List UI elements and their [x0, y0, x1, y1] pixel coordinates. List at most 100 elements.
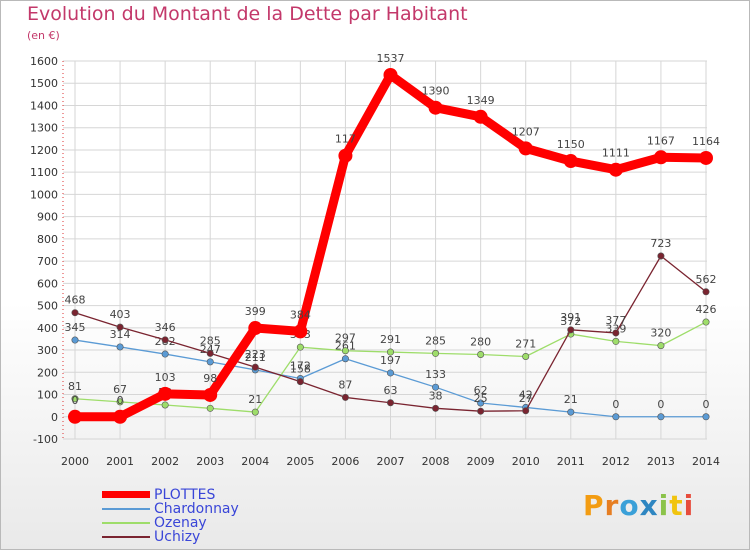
data-point-chardonnay: [386, 369, 394, 377]
data-point-ozenay: [116, 398, 124, 406]
y-tick-label: 100: [37, 389, 58, 402]
y-tick-label: 300: [37, 344, 58, 357]
data-point-uchizy: [296, 378, 304, 386]
data-point-uchizy: [612, 329, 620, 337]
data-label-uchizy: 391: [560, 311, 581, 324]
x-tick-label: 2013: [647, 455, 675, 468]
data-label-plottes: 384: [290, 308, 311, 321]
legend-swatch-ozenay: [102, 521, 150, 524]
data-point-chardonnay: [567, 408, 575, 416]
y-tick-label: 1000: [30, 188, 58, 201]
data-label-uchizy: 63: [384, 384, 398, 397]
data-point-ozenay: [612, 337, 620, 345]
data-point-plottes: [518, 141, 533, 156]
data-label-uchizy: 377: [605, 314, 626, 327]
data-label-uchizy: 562: [696, 273, 717, 286]
data-point-chardonnay: [341, 355, 349, 363]
x-tick-label: 2014: [692, 455, 720, 468]
data-label-ozenay: 426: [696, 303, 717, 316]
x-tick-label: 2011: [557, 455, 585, 468]
y-tick-label: 400: [37, 322, 58, 335]
data-point-uchizy: [206, 349, 214, 357]
data-point-ozenay: [432, 349, 440, 357]
x-tick-label: 2007: [377, 455, 405, 468]
data-label-uchizy: 468: [65, 294, 86, 307]
data-label-chardonnay: 172: [290, 360, 311, 373]
y-tick-label: 1600: [30, 55, 58, 68]
data-label-ozenay: 297: [335, 332, 356, 345]
data-point-plottes: [293, 324, 308, 339]
data-point-ozenay: [161, 401, 169, 409]
y-tick-label: 900: [37, 211, 58, 224]
y-tick-label: 0: [51, 411, 58, 424]
data-label-chardonnay: 0: [657, 398, 664, 411]
data-label-chardonnay: 62: [474, 384, 488, 397]
data-point-ozenay: [386, 348, 394, 356]
x-tick-label: 2002: [151, 455, 179, 468]
data-label-chardonnay: 133: [425, 368, 446, 381]
data-point-uchizy: [567, 326, 575, 334]
unit-label: (en €): [27, 29, 60, 42]
data-label-chardonnay: 0: [612, 398, 619, 411]
data-label-uchizy: 25: [474, 392, 488, 405]
data-label-chardonnay: 261: [335, 340, 356, 353]
y-tick-label: 1500: [30, 77, 58, 90]
y-tick-label: 1400: [30, 99, 58, 112]
data-label-chardonnay: 0: [703, 398, 710, 411]
legend-label-chardonnay: Chardonnay: [154, 500, 239, 517]
x-tick-label: 2001: [106, 455, 134, 468]
data-point-plottes: [68, 409, 82, 424]
data-point-plottes: [158, 386, 173, 401]
y-tick-label: 800: [37, 233, 58, 246]
data-label-chardonnay: 211: [245, 351, 266, 364]
data-point-plottes: [113, 409, 128, 424]
y-tick-label: 500: [37, 300, 58, 313]
data-label-ozenay: 372: [560, 315, 581, 328]
y-tick-label: 700: [37, 255, 58, 268]
data-point-plottes: [473, 109, 488, 124]
legend-swatch-plottes: [102, 491, 150, 498]
data-point-plottes: [248, 321, 263, 336]
data-point-plottes: [563, 154, 578, 169]
legend-item-chardonnay: Chardonnay: [102, 500, 239, 517]
chart-title: Evolution du Montant de la Dette par Hab…: [27, 3, 468, 25]
data-label-uchizy: 346: [155, 321, 176, 334]
data-label-chardonnay: 345: [65, 321, 86, 334]
data-point-plottes: [338, 148, 353, 163]
data-label-uchizy: 38: [429, 389, 443, 402]
data-point-uchizy: [477, 407, 485, 415]
data-point-uchizy: [71, 309, 79, 317]
x-tick-label: 2008: [422, 455, 450, 468]
x-tick-label: 2003: [196, 455, 224, 468]
x-tick-label: 2004: [241, 455, 269, 468]
data-label-plottes: 1349: [467, 94, 495, 107]
legend-label-uchizy: Uchizy: [154, 528, 201, 545]
data-label-ozenay: 280: [470, 336, 491, 349]
data-point-ozenay: [206, 404, 214, 412]
data-label-chardonnay: 314: [110, 328, 131, 341]
legend-item-plottes: PLOTTES: [102, 486, 216, 503]
y-tick-label: -100: [33, 433, 58, 446]
x-tick-label: 2012: [602, 455, 630, 468]
x-tick-label: 2009: [467, 455, 495, 468]
data-label-plottes: 1207: [512, 125, 540, 138]
data-label-plottes: 0: [117, 394, 124, 407]
data-point-plottes: [653, 150, 668, 165]
data-point-chardonnay: [612, 413, 620, 421]
data-label-plottes: 1167: [647, 134, 675, 147]
data-label-plottes: 117: [335, 133, 356, 146]
data-label-chardonnay: 197: [380, 354, 401, 367]
data-point-plottes: [699, 150, 713, 165]
data-point-ozenay: [251, 408, 259, 416]
data-label-ozenay: 271: [515, 338, 536, 351]
data-point-plottes: [383, 68, 398, 83]
data-point-plottes: [428, 100, 443, 115]
data-label-uchizy: 403: [110, 308, 131, 321]
data-point-uchizy: [657, 252, 665, 260]
data-point-chardonnay: [116, 343, 124, 351]
data-point-uchizy: [116, 323, 124, 331]
data-label-plottes: 103: [155, 371, 176, 384]
data-point-chardonnay: [702, 413, 710, 421]
legend-label-plottes: PLOTTES: [154, 486, 216, 503]
